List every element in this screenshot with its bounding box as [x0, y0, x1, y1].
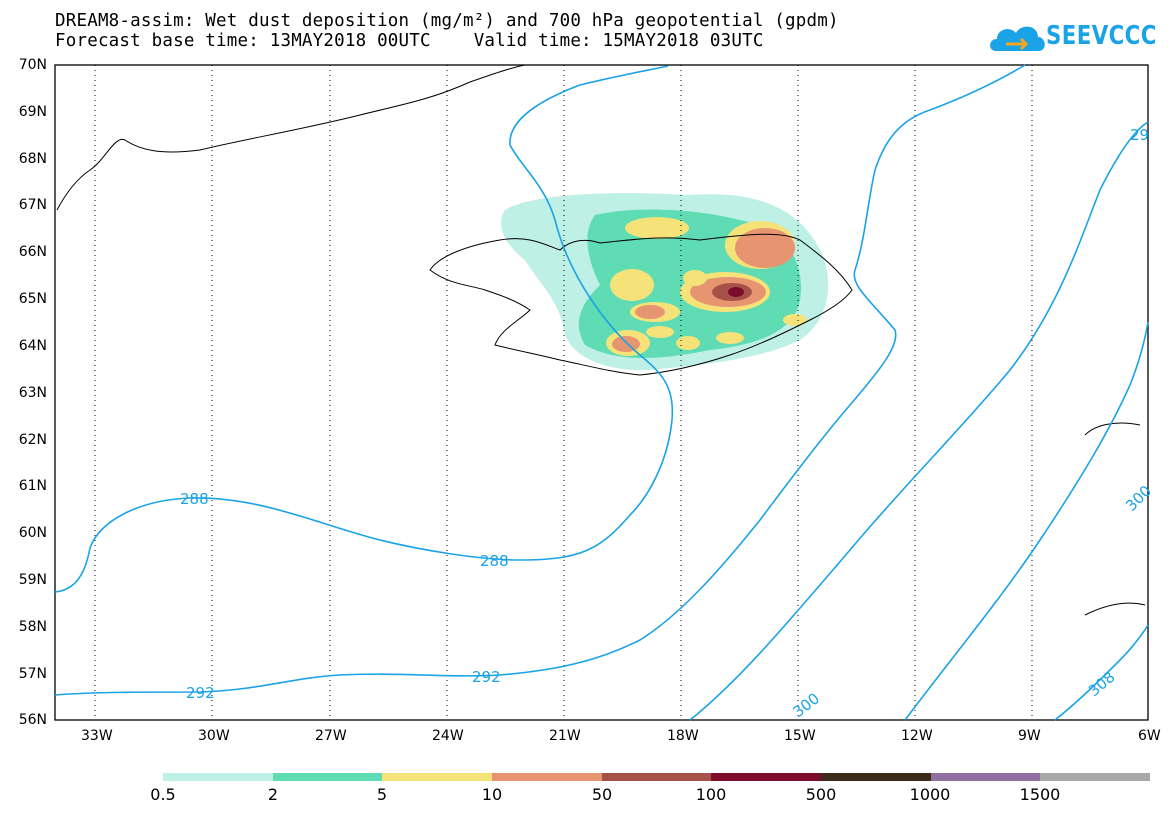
color-legend [163, 773, 1151, 781]
legend-label: 100 [695, 785, 727, 804]
lon-label: 12W [901, 728, 933, 744]
lon-label: 9W [1018, 728, 1041, 744]
lat-label: 56N [18, 712, 47, 728]
legend-swatch [1040, 773, 1151, 781]
lon-label: 21W [549, 728, 581, 744]
lat-label: 64N [18, 338, 47, 354]
wet-dust-deposition-field [501, 193, 829, 371]
map-frame [54, 64, 1149, 721]
lon-label: 30W [198, 728, 230, 744]
map-title-line-2: Forecast base time: 13MAY2018 00UTC Vali… [55, 31, 764, 51]
contour-label-292-west: 292 [186, 684, 215, 702]
legend-swatch [821, 773, 931, 781]
graticule [94, 65, 1033, 720]
lat-label: 62N [18, 432, 47, 448]
contour-label-29x-northeast: 29 [1130, 126, 1149, 144]
legend-label: 5 [376, 785, 388, 804]
legend-label: 1000 [909, 785, 951, 804]
legend-swatch [492, 773, 602, 781]
legend-label: 50 [591, 785, 613, 804]
lon-label: 15W [784, 728, 816, 744]
lat-label: 69N [18, 104, 47, 120]
contour-label-300-east: 300 [1122, 482, 1155, 515]
legend-swatch [163, 773, 273, 781]
contour-label-308: 308 [1085, 668, 1119, 700]
map-title-line-1: DREAM8-assim: Wet dust deposition (mg/m²… [55, 11, 839, 31]
lon-label: 33W [81, 728, 113, 744]
lat-label: 59N [18, 572, 47, 588]
lat-label: 60N [18, 525, 47, 541]
legend-swatch [601, 773, 712, 781]
legend-swatch [711, 773, 822, 781]
lon-label: 27W [315, 728, 347, 744]
contour-label-288-west: 288 [180, 490, 209, 508]
contour-label-300-south: 300 [789, 689, 823, 721]
lon-label: 6W [1138, 728, 1161, 744]
lat-label: 68N [18, 151, 47, 167]
legend-label: 1500 [1019, 785, 1061, 804]
contour-label-292-center: 292 [472, 668, 501, 686]
legend-swatch [272, 773, 383, 781]
cloud-logo-icon [990, 26, 1045, 51]
lat-label: 61N [18, 478, 47, 494]
legend-label: 10 [481, 785, 503, 804]
lat-label: 57N [18, 666, 47, 682]
legend-label: 2 [267, 785, 279, 804]
lat-label: 63N [18, 385, 47, 401]
legend-swatch [930, 773, 1041, 781]
legend-label: 0.5 [150, 785, 176, 804]
contour-label-288-center: 288 [480, 552, 509, 570]
legend-swatch [382, 773, 493, 781]
logo-text: SEEVCCC [1046, 21, 1157, 51]
lat-label: 66N [18, 244, 47, 260]
legend-label: 500 [805, 785, 837, 804]
lat-label: 70N [18, 57, 47, 73]
lat-label: 58N [18, 619, 47, 635]
geopotential-contours [54, 64, 1149, 721]
lon-label: 18W [667, 728, 699, 744]
lat-label: 65N [18, 291, 47, 307]
lon-label: 24W [432, 728, 464, 744]
lat-label: 67N [18, 197, 47, 213]
coastlines [56, 64, 1146, 616]
